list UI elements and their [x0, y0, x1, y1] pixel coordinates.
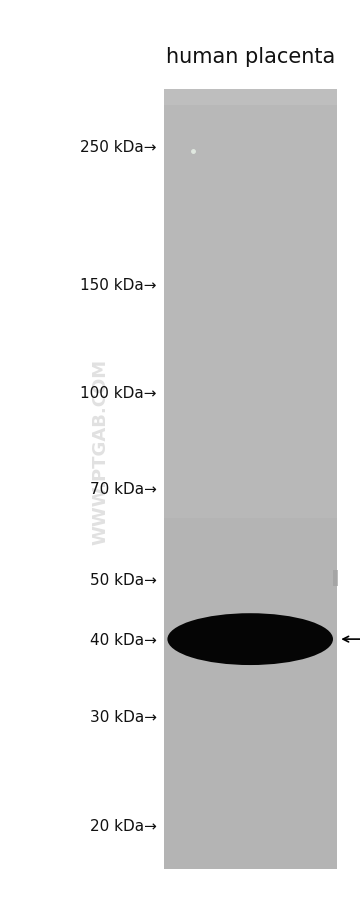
Bar: [164, 519, 337, 869]
Text: 40 kDa→: 40 kDa→: [90, 632, 157, 647]
Text: 250 kDa→: 250 kDa→: [80, 140, 157, 155]
Bar: [333, 570, 338, 586]
Bar: [164, 90, 337, 869]
Text: 50 kDa→: 50 kDa→: [90, 572, 157, 587]
Text: 20 kDa→: 20 kDa→: [90, 818, 157, 833]
Bar: [164, 90, 337, 106]
Text: 30 kDa→: 30 kDa→: [90, 709, 157, 724]
Text: 150 kDa→: 150 kDa→: [80, 277, 157, 292]
Ellipse shape: [167, 613, 333, 666]
Text: human placenta: human placenta: [166, 48, 335, 68]
Text: WWW.PTGAB.COM: WWW.PTGAB.COM: [92, 358, 110, 544]
Text: 70 kDa→: 70 kDa→: [90, 482, 157, 497]
Text: 100 kDa→: 100 kDa→: [80, 386, 157, 401]
